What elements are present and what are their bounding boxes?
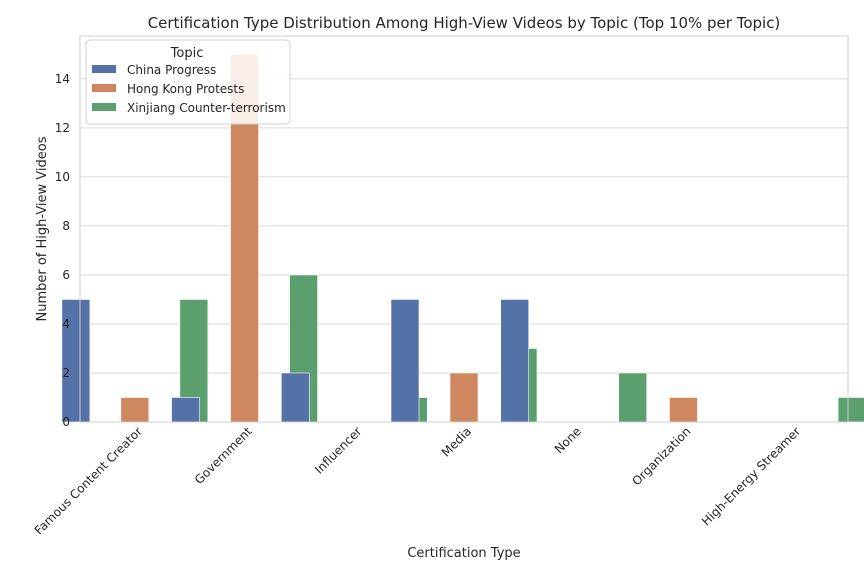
legend-swatch — [92, 103, 116, 111]
legend-title: Topic — [170, 46, 204, 61]
x-axis-label: Certification Type — [407, 546, 520, 561]
x-tick-label: None — [552, 424, 584, 456]
y-tick-label: 2 — [62, 366, 70, 380]
bar — [669, 397, 698, 423]
x-tick-label: Government — [192, 424, 255, 487]
plot-frame — [79, 35, 849, 423]
y-tick-label: 4 — [62, 317, 70, 331]
legend-items: China Progress Hong Kong Protests Xinjiang… — [92, 63, 286, 115]
legend-label: China Progress — [127, 63, 216, 77]
legend-swatch — [92, 84, 116, 92]
y-tick-label: 10 — [55, 170, 70, 184]
chart-title: Certification Type Distribution Among Hi… — [148, 14, 781, 32]
bar — [280, 372, 310, 423]
y-tick-label: 8 — [62, 219, 70, 233]
y-axis-ticks: 0 2 4 6 8 10 12 14 — [55, 72, 70, 429]
y-tick-label: 14 — [55, 72, 70, 86]
bar — [449, 372, 479, 423]
x-tick-label: Famous Content Creator — [32, 424, 145, 537]
legend: Topic China Progress Hong Kong Protests Xi… — [85, 39, 291, 125]
x-tick-label: Influencer — [312, 424, 365, 477]
legend-label: Hong Kong Protests — [127, 82, 244, 96]
y-tick-label: 12 — [55, 121, 70, 135]
bar — [618, 372, 648, 423]
bar — [171, 397, 200, 423]
legend-box — [85, 39, 291, 125]
y-tick-label: 0 — [62, 415, 70, 429]
bar — [61, 299, 91, 423]
x-tick-label: Media — [439, 424, 474, 459]
y-tick-label: 6 — [62, 268, 70, 282]
bar — [390, 299, 420, 423]
x-tick-label: High-Energy Streamer — [699, 424, 803, 528]
x-tick-label: Organization — [629, 424, 693, 488]
x-axis-ticks: Famous Content Creator Government Influenc… — [32, 424, 804, 537]
y-axis-label: Number of High-View Videos — [35, 136, 50, 321]
bars-layer — [61, 54, 864, 423]
bar — [120, 397, 150, 423]
legend-label: Xinjiang Counter-terrorism — [127, 101, 286, 115]
legend-swatch — [92, 65, 116, 73]
bar — [837, 397, 864, 423]
bar — [500, 299, 530, 423]
